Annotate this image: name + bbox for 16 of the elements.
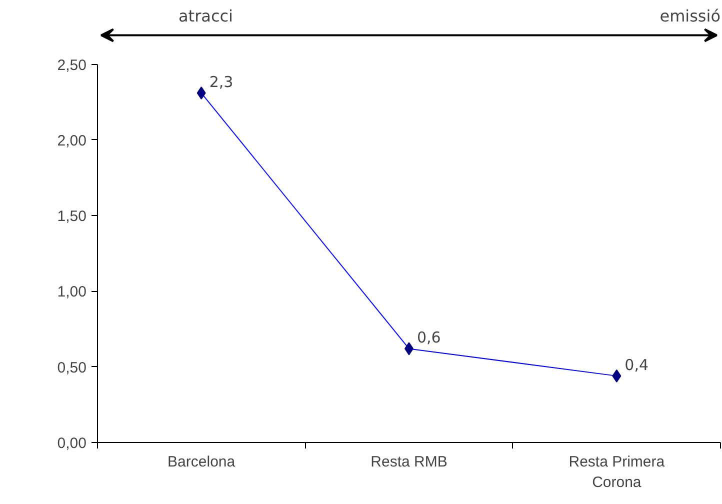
y-tick-label: 0,00 bbox=[57, 435, 87, 452]
text: emissió bbox=[660, 6, 720, 26]
y-tick-label: 1,00 bbox=[57, 284, 87, 301]
text: atracci bbox=[178, 6, 233, 26]
x-tick-label: Barcelona bbox=[168, 454, 236, 470]
point bbox=[612, 369, 622, 382]
x-tick-label: Resta RMB bbox=[370, 454, 448, 470]
y-tick-label: 1,50 bbox=[57, 208, 87, 226]
y-tick-label: 2,50 bbox=[57, 56, 87, 74]
data-label: 2,3 bbox=[209, 73, 234, 92]
data-label: 0,4 bbox=[624, 356, 649, 374]
y-tick-label: 2,00 bbox=[57, 132, 87, 150]
y-tick-label: 0,50 bbox=[57, 359, 87, 376]
x-tick-label: Resta Primera Corona bbox=[568, 454, 666, 491]
point bbox=[196, 86, 206, 100]
data-label: 0,6 bbox=[417, 328, 441, 347]
